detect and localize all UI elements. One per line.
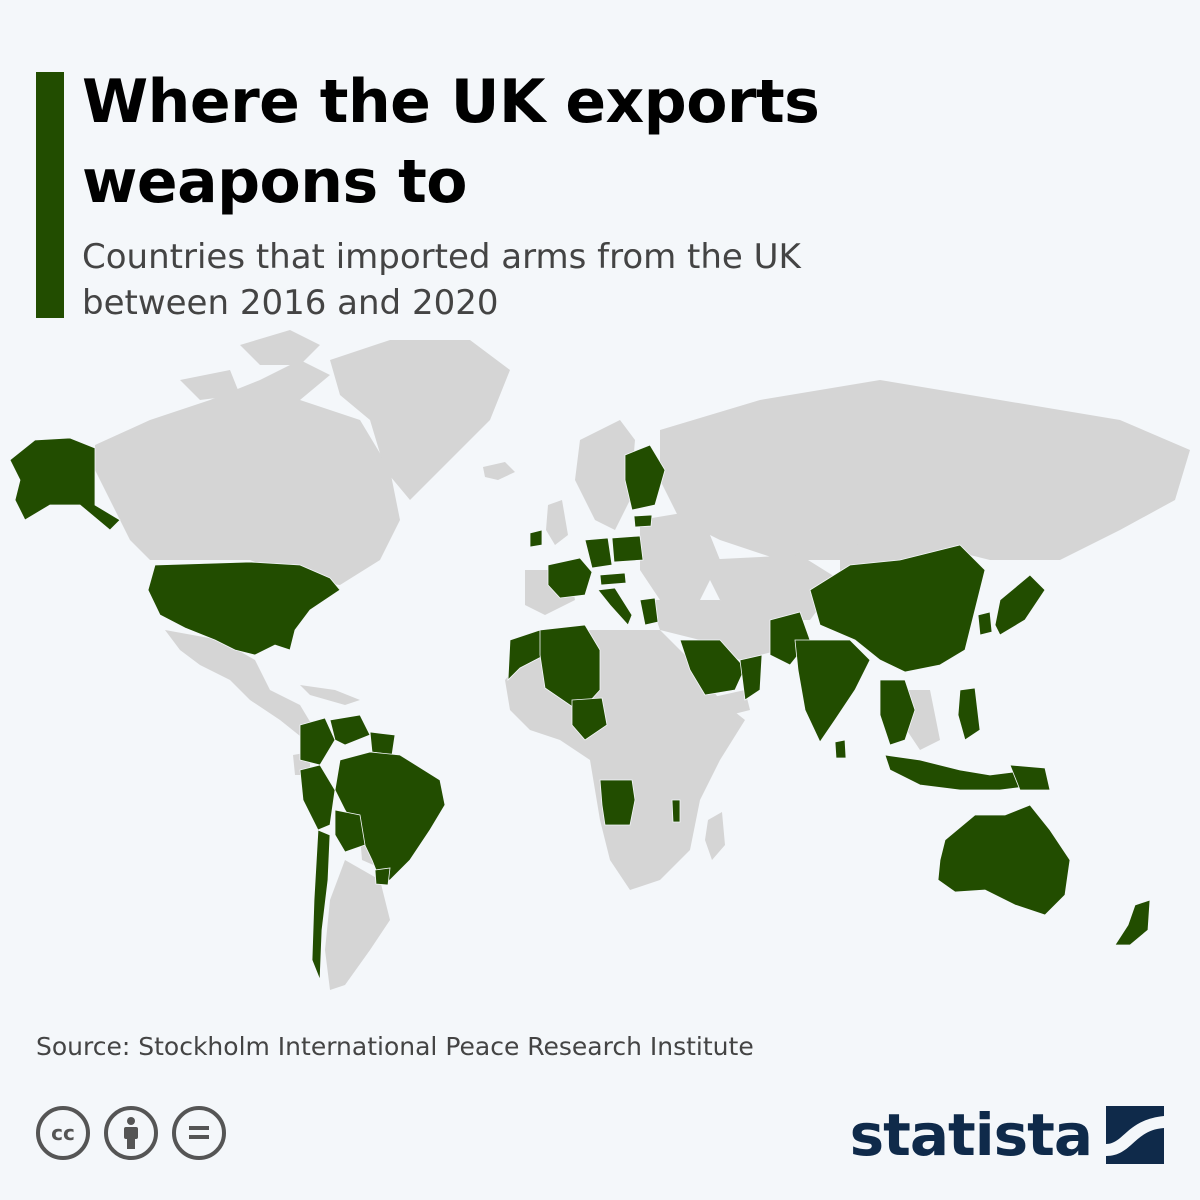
- country-latvia: [633, 514, 653, 528]
- country-uruguay: [374, 867, 391, 886]
- country-germany: [584, 537, 613, 569]
- brand-name: statista: [849, 1101, 1093, 1169]
- country-india: [794, 639, 871, 743]
- cc-icon[interactable]: cc: [36, 1106, 90, 1160]
- country-saudi-arabia: [679, 639, 746, 696]
- statista-logo-icon: [1106, 1106, 1164, 1164]
- country-myanmar-thailand: [879, 679, 916, 746]
- country-morocco: [507, 629, 546, 682]
- country-finland: [624, 444, 666, 511]
- country-ireland: [529, 529, 543, 548]
- country-mexico: [165, 630, 315, 740]
- title-accent-bar: [36, 72, 64, 318]
- country-guyana-suriname: [369, 731, 396, 756]
- eastern-europe: [640, 510, 720, 600]
- central-asia: [700, 555, 840, 620]
- country-australia: [937, 804, 1071, 916]
- country-angola: [599, 779, 636, 826]
- country-peru: [299, 764, 336, 831]
- country-new-zealand: [1114, 899, 1151, 946]
- attribution-icon[interactable]: [104, 1106, 158, 1160]
- no-derivatives-icon[interactable]: [172, 1106, 226, 1160]
- country-china: [809, 544, 986, 673]
- country-alaska: [9, 437, 121, 531]
- country-sri-lanka: [834, 739, 847, 759]
- country-chile: [311, 829, 331, 981]
- country-japan: [994, 574, 1046, 636]
- country-papua-new-guinea: [1009, 764, 1051, 791]
- source-note: Source: Stockholm International Peace Re…: [36, 1032, 754, 1061]
- country-greenland: [330, 340, 510, 500]
- world-map: [9, 330, 1190, 990]
- country-madagascar: [705, 812, 725, 860]
- country-uk: [546, 500, 568, 545]
- country-poland: [611, 535, 644, 563]
- country-south-korea: [977, 611, 993, 636]
- license-icons: cc: [36, 1106, 226, 1166]
- country-venezuela: [329, 714, 371, 746]
- country-usa: [147, 561, 341, 656]
- country-nigeria: [571, 697, 608, 741]
- country-argentina: [325, 860, 390, 990]
- country-malawi: [671, 799, 681, 823]
- statista-logo: statista: [850, 1100, 1164, 1170]
- country-greece: [639, 597, 659, 626]
- country-colombia: [299, 717, 336, 766]
- caribbean: [300, 685, 360, 705]
- country-iceland: [483, 462, 515, 480]
- country-russia: [660, 380, 1190, 560]
- country-france: [547, 557, 593, 599]
- country-bolivia: [334, 809, 366, 853]
- country-oman-uae: [739, 654, 763, 701]
- island-arctic: [240, 330, 320, 365]
- chart-subtitle: Countries that imported arms from the UK…: [82, 237, 801, 323]
- country-austria: [599, 572, 627, 586]
- country-norway-sweden: [575, 420, 635, 530]
- country-italy: [597, 587, 633, 626]
- chart-title: Where the UK exports weapons to: [82, 67, 820, 217]
- middle-east: [650, 600, 780, 660]
- island-arctic-2: [180, 370, 240, 400]
- country-philippines: [957, 687, 981, 741]
- country-canada: [95, 360, 400, 585]
